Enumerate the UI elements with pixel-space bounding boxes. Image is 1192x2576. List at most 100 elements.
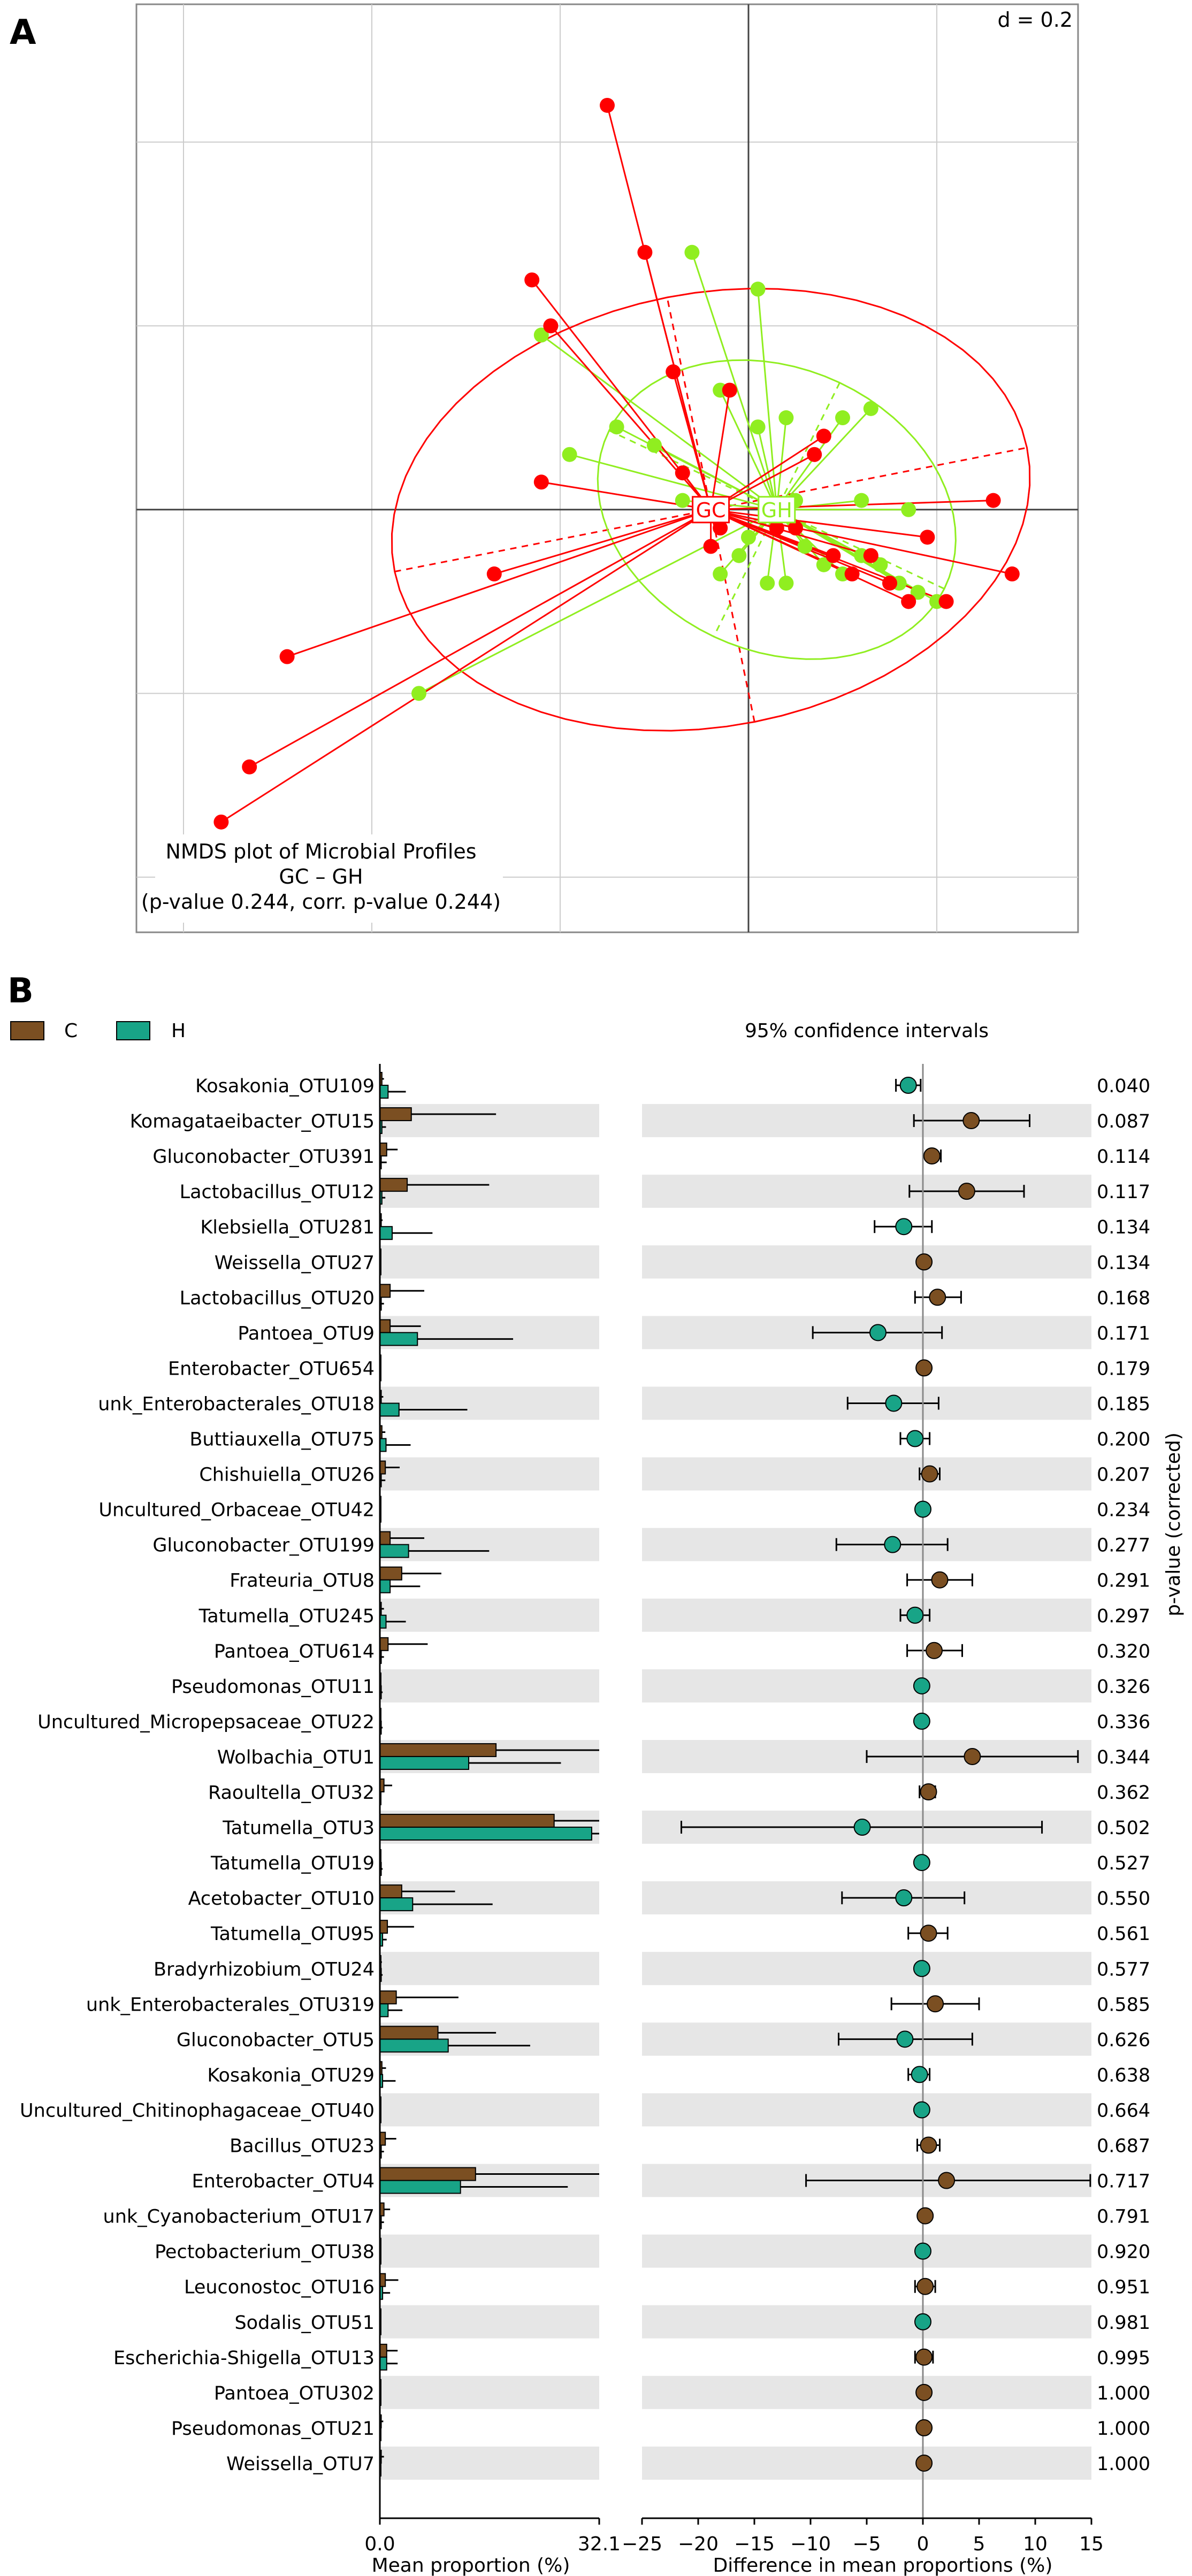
bar-h [379,2180,461,2194]
spider-line-gc [220,509,712,823]
centroid-box-gc [692,496,730,524]
pvalue-label: 0.277 [1097,1535,1150,1557]
ci-point [906,1430,924,1447]
sample-point-gc [816,428,831,444]
nmds-content: GC GH [213,97,1031,830]
row-band [380,1457,599,1491]
taxon-label: Bradyrhizobium_OTU24 [154,1959,375,1980]
sample-point-gc [279,649,295,664]
sample-point-gh [760,576,775,591]
pvalue-label: 0.502 [1097,1818,1150,1839]
taxon-label: Escherichia-Shigella_OTU13 [113,2348,375,2369]
panel-a-letter: A [10,13,36,52]
row-band [380,2234,599,2268]
spider-line-gh [691,252,778,510]
sample-point-gh [675,493,690,508]
ci-title: 95% confidence intervals [745,1020,989,1042]
row-band [380,1952,599,1985]
pvalue-label: 0.920 [1097,2242,1150,2263]
taxon-label: Buttiauxella_OTU75 [189,1429,375,1451]
taxon-label: Wolbachia_OTU1 [217,1747,375,1768]
sample-point-gc [533,474,549,490]
pvalue-column: 0.040 0.087 0.114 0.117 0.134 0.134 0.168 0.171… [1097,1076,1150,2475]
bar-x-axis-label: Mean proportion (%) [372,2555,570,2576]
row-band [380,1598,599,1632]
bar-c [379,1284,391,1298]
taxon-label: Leuconostoc_OTU16 [184,2277,375,2298]
ci-point [915,1253,933,1271]
bar-h [379,1827,592,1841]
taxon-label: Lactobacillus_OTU12 [180,1182,375,1203]
nmds-caption-title: NMDS plot of Microbial Profiles [165,840,476,863]
sample-point-gc [985,493,1001,508]
pvalue-label: 0.200 [1097,1429,1150,1451]
sample-point-gc [826,548,841,563]
taxon-label: unk_Enterobacterales_OTU319 [86,1994,375,2015]
ci-x-ticks: −25 −20 −15 −10 −5 0 5 10 15 [622,2518,1104,2555]
taxon-label: Komagataeibacter_OTU15 [130,1111,375,1132]
bar-h [379,1226,393,1240]
sample-point-gc [524,272,540,288]
sample-point-gc [901,594,916,609]
row-band [642,2305,1091,2339]
ci-point [911,2066,928,2083]
taxon-label: Weissella_OTU27 [215,1252,375,1274]
ci-point [962,1112,980,1130]
pvalue-label: 0.179 [1097,1358,1150,1379]
sample-point-gc [703,539,719,554]
row-band [642,1245,1091,1279]
sample-point-gh [647,438,662,453]
spider-line-gh [757,289,778,510]
ci-point [921,1465,938,1483]
sample-point-gc [788,520,803,536]
centroid-label-gh: GH [761,499,792,522]
pvalue-axis-label: p-value (corrected) [1163,1432,1185,1616]
ci-point [920,1925,937,1942]
pvalue-label: 0.577 [1097,1959,1150,1980]
sample-point-gh [411,686,426,701]
spider-line-gh [719,389,778,510]
bar-c [379,1566,402,1581]
spider-line-gh [776,408,872,510]
bar-c [379,1990,397,2005]
spider-line-gh [418,509,777,694]
spider-line-gc [710,509,928,538]
bar-c [379,1319,391,1333]
sample-point-gc [807,447,822,462]
ci-point [931,1571,949,1589]
bar-c [379,2132,386,2146]
sample-point-gh [684,244,700,260]
sample-point-gh [731,548,747,563]
taxon-label: Enterobacter_OTU654 [168,1358,375,1379]
sample-point-gc [1004,566,1020,582]
bar-c [379,1143,387,1157]
ci-point [914,2313,931,2330]
pvalue-label: 0.326 [1097,1676,1150,1698]
pvalue-label: 1.000 [1097,2418,1150,2440]
spider-line-gh [569,454,777,511]
pvalue-label: 0.207 [1097,1465,1150,1486]
legend-swatch-c [10,1021,44,1040]
centroid-box-gh [758,496,796,524]
ci-point [916,2207,934,2225]
ci-x-axis-label: Difference in mean proportions (%) [713,2555,1053,2576]
bar-c [379,2273,386,2287]
spider-line-gc [672,371,712,510]
taxon-label: unk_Cyanobacterium_OTU17 [103,2206,375,2228]
taxon-label: Klebsiella_OTU281 [200,1217,375,1238]
ci-point [920,1783,937,1800]
sample-point-gc [863,548,878,563]
nmds-grid [136,4,1078,932]
pvalue-label: 0.951 [1097,2277,1150,2298]
scale-label: d = 0.2 [997,8,1073,32]
ci-point [915,2419,933,2436]
sample-point-gc [769,520,784,536]
taxon-label: Enterobacter_OTU4 [192,2171,375,2192]
ci-x-tick-label: −10 [790,2533,831,2555]
taxon-label: Bacillus_OTU23 [230,2136,375,2157]
pvalue-label: 0.527 [1097,1853,1150,1874]
spider-line-gc [249,509,712,768]
pvalue-label: 0.550 [1097,1888,1150,1910]
pvalue-label: 0.134 [1097,1252,1150,1274]
ci-point [896,2030,914,2048]
